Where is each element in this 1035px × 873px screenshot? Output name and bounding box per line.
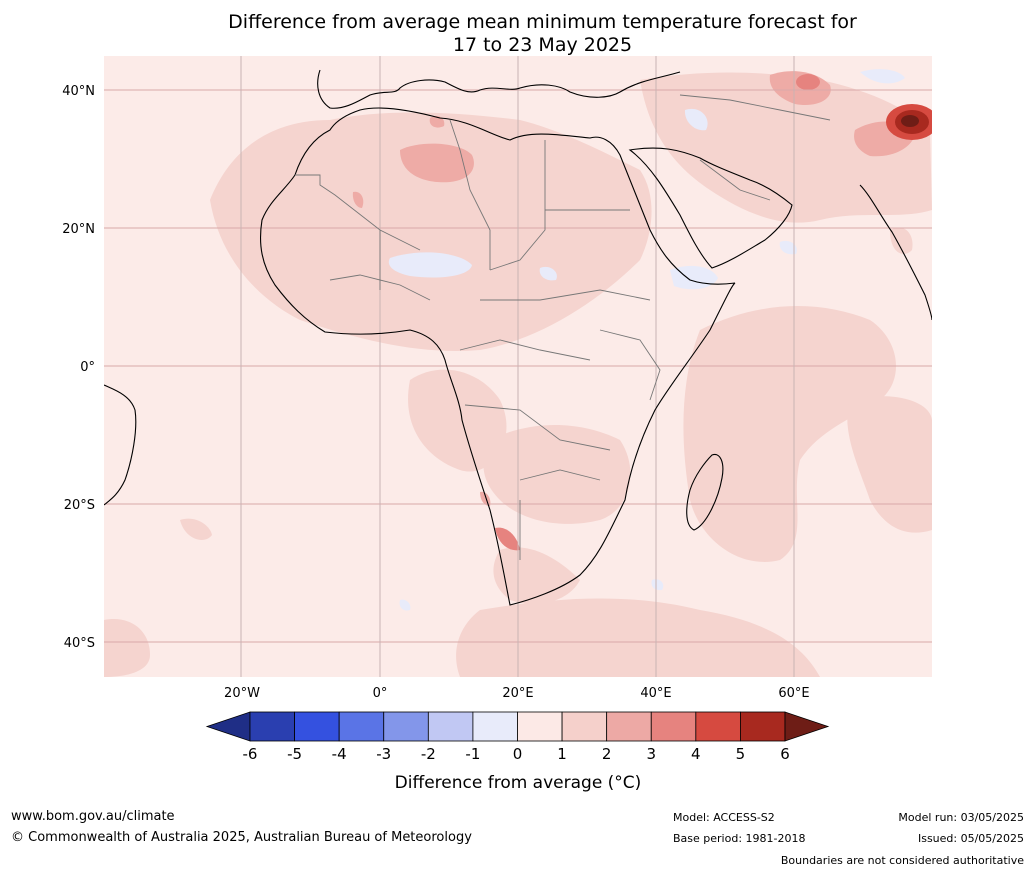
issued-date: Issued: 05/05/2025 [917,832,1024,845]
map-title-line1: Difference from average mean minimum tem… [228,11,857,33]
colorbar-segment [740,711,786,742]
colorbar-tick-label: -3 [376,745,391,763]
colorbar-segment [338,711,385,742]
colorbar-tick-label: 1 [557,745,567,763]
lat-label-40n: 40°N [62,84,95,99]
colorbar-tick-label: 4 [691,745,701,763]
colorbar-segment [517,711,563,742]
colorbar-tick-label: -4 [332,745,347,763]
colorbar-tick-label: -5 [287,745,302,763]
lon-label-60e: 60°E [778,686,809,701]
copyright-text: © Commonwealth of Australia 2025, Austra… [11,830,472,845]
lon-label-40e: 40°E [640,686,671,701]
colorbar-tick-label: -1 [465,745,480,763]
model-run-date: Model run: 03/05/2025 [898,811,1024,824]
colorbar-segment [650,711,697,742]
colorbar-segment [383,711,429,742]
colorbar-label: Difference from average (°C) [395,773,642,793]
website-link[interactable]: www.bom.gov.au/climate [11,809,175,824]
colorbar-segment [427,711,474,742]
colorbar-segment [294,711,340,742]
colorbar-segment [472,711,518,742]
colorbar-tick-labels: -6 -5 -4 -3 -2 -1 0 1 2 3 4 5 6 [243,745,790,763]
boundaries-disclaimer: Boundaries are not considered authoritat… [780,854,1024,867]
base-period: Base period: 1981-2018 [673,832,806,845]
lat-label-20s: 20°S [64,498,95,513]
lon-label-20w: 20°W [224,686,260,701]
lat-label-0: 0° [80,360,95,375]
model-name: Model: ACCESS-S2 [673,811,775,824]
colorbar-tick-label: -2 [421,745,436,763]
colorbar-tick-label: 5 [736,745,746,763]
colorbar-segment [561,711,608,742]
colorbar-segment [606,711,652,742]
lat-label-20n: 20°N [62,222,95,237]
colorbar-segment [249,711,295,742]
colorbar-tick-label: 0 [513,745,523,763]
map-title-line2: 17 to 23 May 2025 [452,34,633,56]
anomaly-shading [104,56,932,677]
coastlines [104,69,932,606]
country-boundaries [295,94,831,560]
colorbar-tick-label: -6 [243,745,258,763]
colorbar-tick-label: 6 [780,745,790,763]
colorbar-tick-label: 2 [602,745,612,763]
colorbar-tick-label: 3 [646,745,656,763]
lat-label-40s: 40°S [64,636,95,651]
lon-label-0: 0° [373,686,388,701]
lon-label-20e: 20°E [502,686,533,701]
colorbar [205,711,830,742]
colorbar-segment [695,711,741,742]
colorbar-extend-high [784,711,830,742]
colorbar-extend-low [205,711,251,742]
